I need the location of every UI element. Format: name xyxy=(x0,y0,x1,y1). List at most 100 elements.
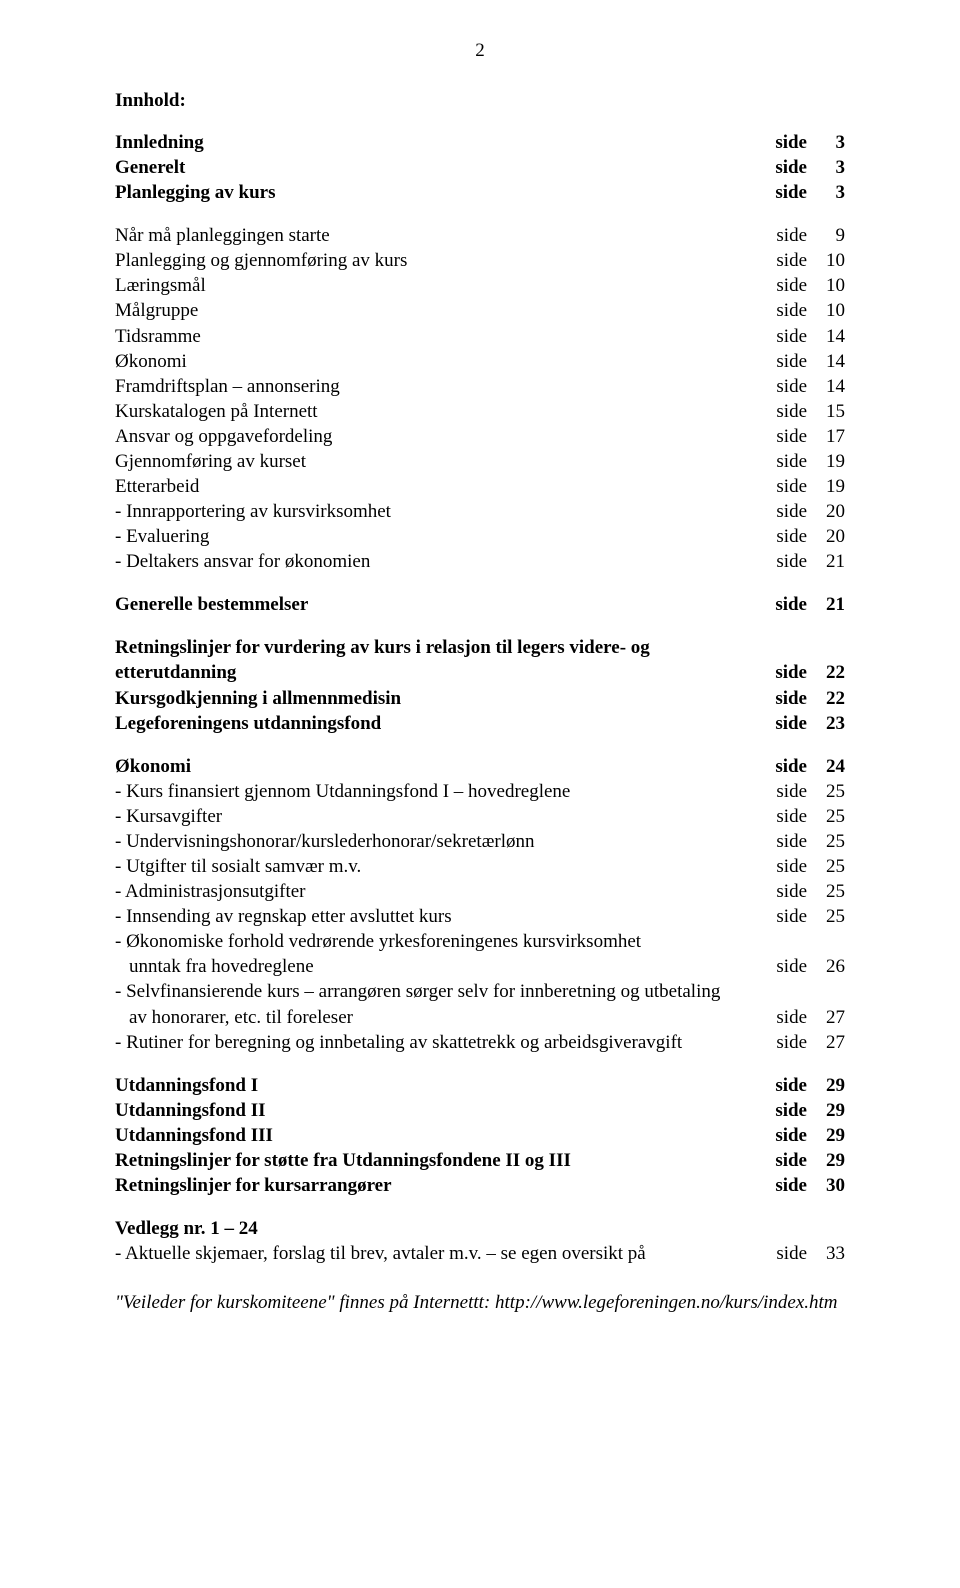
toc-page-num: 30 xyxy=(815,1173,845,1198)
toc-entry: - Undervisningshonorar/kurslederhonorar/… xyxy=(115,829,845,854)
toc-side-word: side xyxy=(776,474,807,499)
toc-entry-label: Retningslinjer for støtte fra Utdannings… xyxy=(115,1148,775,1173)
toc-entry-label: - Utgifter til sosialt samvær m.v. xyxy=(115,854,776,879)
toc-entry: - Utgifter til sosialt samvær m.v.side25 xyxy=(115,854,845,879)
toc-entry-page: side25 xyxy=(776,854,845,879)
toc-page-num: 33 xyxy=(815,1241,845,1266)
toc-side-word: side xyxy=(775,1073,807,1098)
toc-page-num: 3 xyxy=(815,180,845,205)
page-number: 2 xyxy=(115,40,845,62)
toc-entry: - Deltakers ansvar for økonomienside21 xyxy=(115,549,845,574)
toc-entry-page: side 25 xyxy=(776,829,845,854)
toc-page-num: 23 xyxy=(815,711,845,736)
toc-entry-page: side21 xyxy=(776,549,845,574)
toc-entry-page: side 26 xyxy=(776,954,845,979)
toc-page-num: 14 xyxy=(815,374,845,399)
toc-entry: - Selvfinansierende kurs – arrangøren sø… xyxy=(115,979,845,1004)
toc-entry-label: Planlegging av kurs xyxy=(115,180,775,205)
toc-entry-label: - Rutiner for beregning og innbetaling a… xyxy=(115,1030,776,1055)
toc-entry-page: side10 xyxy=(776,273,845,298)
toc-entry: Målgruppeside10 xyxy=(115,298,845,323)
toc-entry: Ansvar og oppgavefordelingside17 xyxy=(115,424,845,449)
toc-entry: Framdriftsplan – annonseringside14 xyxy=(115,374,845,399)
toc-heading: Innhold: xyxy=(115,90,845,112)
toc-page-num: 25 xyxy=(815,804,845,829)
toc-entry-page: side29 xyxy=(775,1148,845,1173)
toc-entry-label: - Kurs finansiert gjennom Utdanningsfond… xyxy=(115,779,776,804)
toc-entry: - Kurs finansiert gjennom Utdanningsfond… xyxy=(115,779,845,804)
toc-side-word: side xyxy=(776,829,807,854)
toc-entry-page: side14 xyxy=(776,349,845,374)
toc-entry-page: side22 xyxy=(775,660,845,685)
toc-entry: - Administrasjonsutgifterside25 xyxy=(115,879,845,904)
toc-entry-label: - Kursavgifter xyxy=(115,804,776,829)
toc-page-num: 22 xyxy=(815,660,845,685)
toc-entry-label: Vedlegg nr. 1 – 24 xyxy=(115,1216,845,1241)
toc-entry-page: side25 xyxy=(776,779,845,804)
toc-side-word: side xyxy=(776,499,807,524)
toc-entry-page: side10 xyxy=(776,248,845,273)
toc-entry: Utdanningsfond Iside29 xyxy=(115,1073,845,1098)
toc-entry-label: Generelle bestemmelser xyxy=(115,592,775,617)
toc-page-num: 25 xyxy=(815,904,845,929)
toc-entry: Vedlegg nr. 1 – 24 xyxy=(115,1216,845,1241)
toc-side-word: side xyxy=(775,1098,807,1123)
toc-page-num: 3 xyxy=(815,130,845,155)
toc-gap xyxy=(115,574,845,592)
toc-entry: Retningslinjer for støtte fra Utdannings… xyxy=(115,1148,845,1173)
toc-page-num: 9 xyxy=(815,223,845,248)
toc-entry-label: Ansvar og oppgavefordeling xyxy=(115,424,776,449)
toc-entry-label: Retningslinjer for kursarrangører xyxy=(115,1173,775,1198)
toc-entry-page: side 3 xyxy=(775,180,845,205)
toc-entry-page: side33 xyxy=(776,1241,845,1266)
toc-entry-page: side21 xyxy=(775,592,845,617)
toc-entry: - Kursavgifterside 25 xyxy=(115,804,845,829)
toc-entry-label: Innledning xyxy=(115,130,775,155)
toc-entry: - Økonomiske forhold vedrørende yrkesfor… xyxy=(115,929,845,954)
toc-entry-label: - Selvfinansierende kurs – arrangøren sø… xyxy=(115,979,845,1004)
toc-entry-label: Når må planleggingen starte xyxy=(115,223,776,248)
toc-entry: - Aktuelle skjemaer, forslag til brev, a… xyxy=(115,1241,845,1266)
toc-entry-page: side25 xyxy=(776,879,845,904)
toc-entry-label: - Innrapportering av kursvirksomhet xyxy=(115,499,776,524)
toc-entry-page: side10 xyxy=(776,298,845,323)
toc-entry-label: Kursgodkjenning i allmennmedisin xyxy=(115,686,775,711)
toc-entry-label: etterutdanning xyxy=(115,660,775,685)
toc-side-word: side xyxy=(776,954,807,979)
document-page: 2 Innhold: Innledningside3Genereltside3P… xyxy=(0,0,960,1588)
toc-entry-page: side17 xyxy=(776,424,845,449)
toc-side-word: side xyxy=(776,804,807,829)
toc-entry: - Innsending av regnskap etter avsluttet… xyxy=(115,904,845,929)
toc-entry-label: Utdanningsfond III xyxy=(115,1123,775,1148)
toc-entry: Utdanningsfond IIIside29 xyxy=(115,1123,845,1148)
toc-entry-label: Legeforeningens utdanningsfond xyxy=(115,711,775,736)
toc-page-num: 10 xyxy=(815,273,845,298)
toc-entry-label: Kurskatalogen på Internett xyxy=(115,399,776,424)
toc-page-num: 29 xyxy=(815,1123,845,1148)
toc-page-num: 20 xyxy=(815,499,845,524)
toc-entry-page: side27 xyxy=(776,1030,845,1055)
toc-entry: Planlegging av kursside 3 xyxy=(115,180,845,205)
toc-gap xyxy=(115,1055,845,1073)
toc-entry-label: - Innsending av regnskap etter avsluttet… xyxy=(115,904,776,929)
toc-entry-page: side24 xyxy=(775,754,845,779)
toc-page-num: 25 xyxy=(815,829,845,854)
toc-side-word: side xyxy=(775,130,807,155)
toc-entry: Kursgodkjenning i allmennmedisinside22 xyxy=(115,686,845,711)
toc-entry-page: side20 xyxy=(776,524,845,549)
toc-entry-label: Utdanningsfond II xyxy=(115,1098,775,1123)
footer-note: "Veileder for kurskomiteene" finnes på I… xyxy=(115,1292,845,1314)
toc-entry-label: Gjennomføring av kurset xyxy=(115,449,776,474)
toc-side-word: side xyxy=(775,180,807,205)
toc-page-num: 27 xyxy=(815,1005,845,1030)
toc-page-num: 25 xyxy=(815,854,845,879)
toc-page-num: 27 xyxy=(815,1030,845,1055)
toc-entry: - Evalueringside20 xyxy=(115,524,845,549)
toc-entry-label: - Aktuelle skjemaer, forslag til brev, a… xyxy=(115,1241,776,1266)
toc-entry: Planlegging og gjennomføring av kursside… xyxy=(115,248,845,273)
toc-entry-page: side 25 xyxy=(776,804,845,829)
toc-entry-page: side3 xyxy=(775,155,845,180)
toc-page-num: 26 xyxy=(815,954,845,979)
toc-entry-label: Generelt xyxy=(115,155,775,180)
toc-entry-label: Etterarbeid xyxy=(115,474,776,499)
